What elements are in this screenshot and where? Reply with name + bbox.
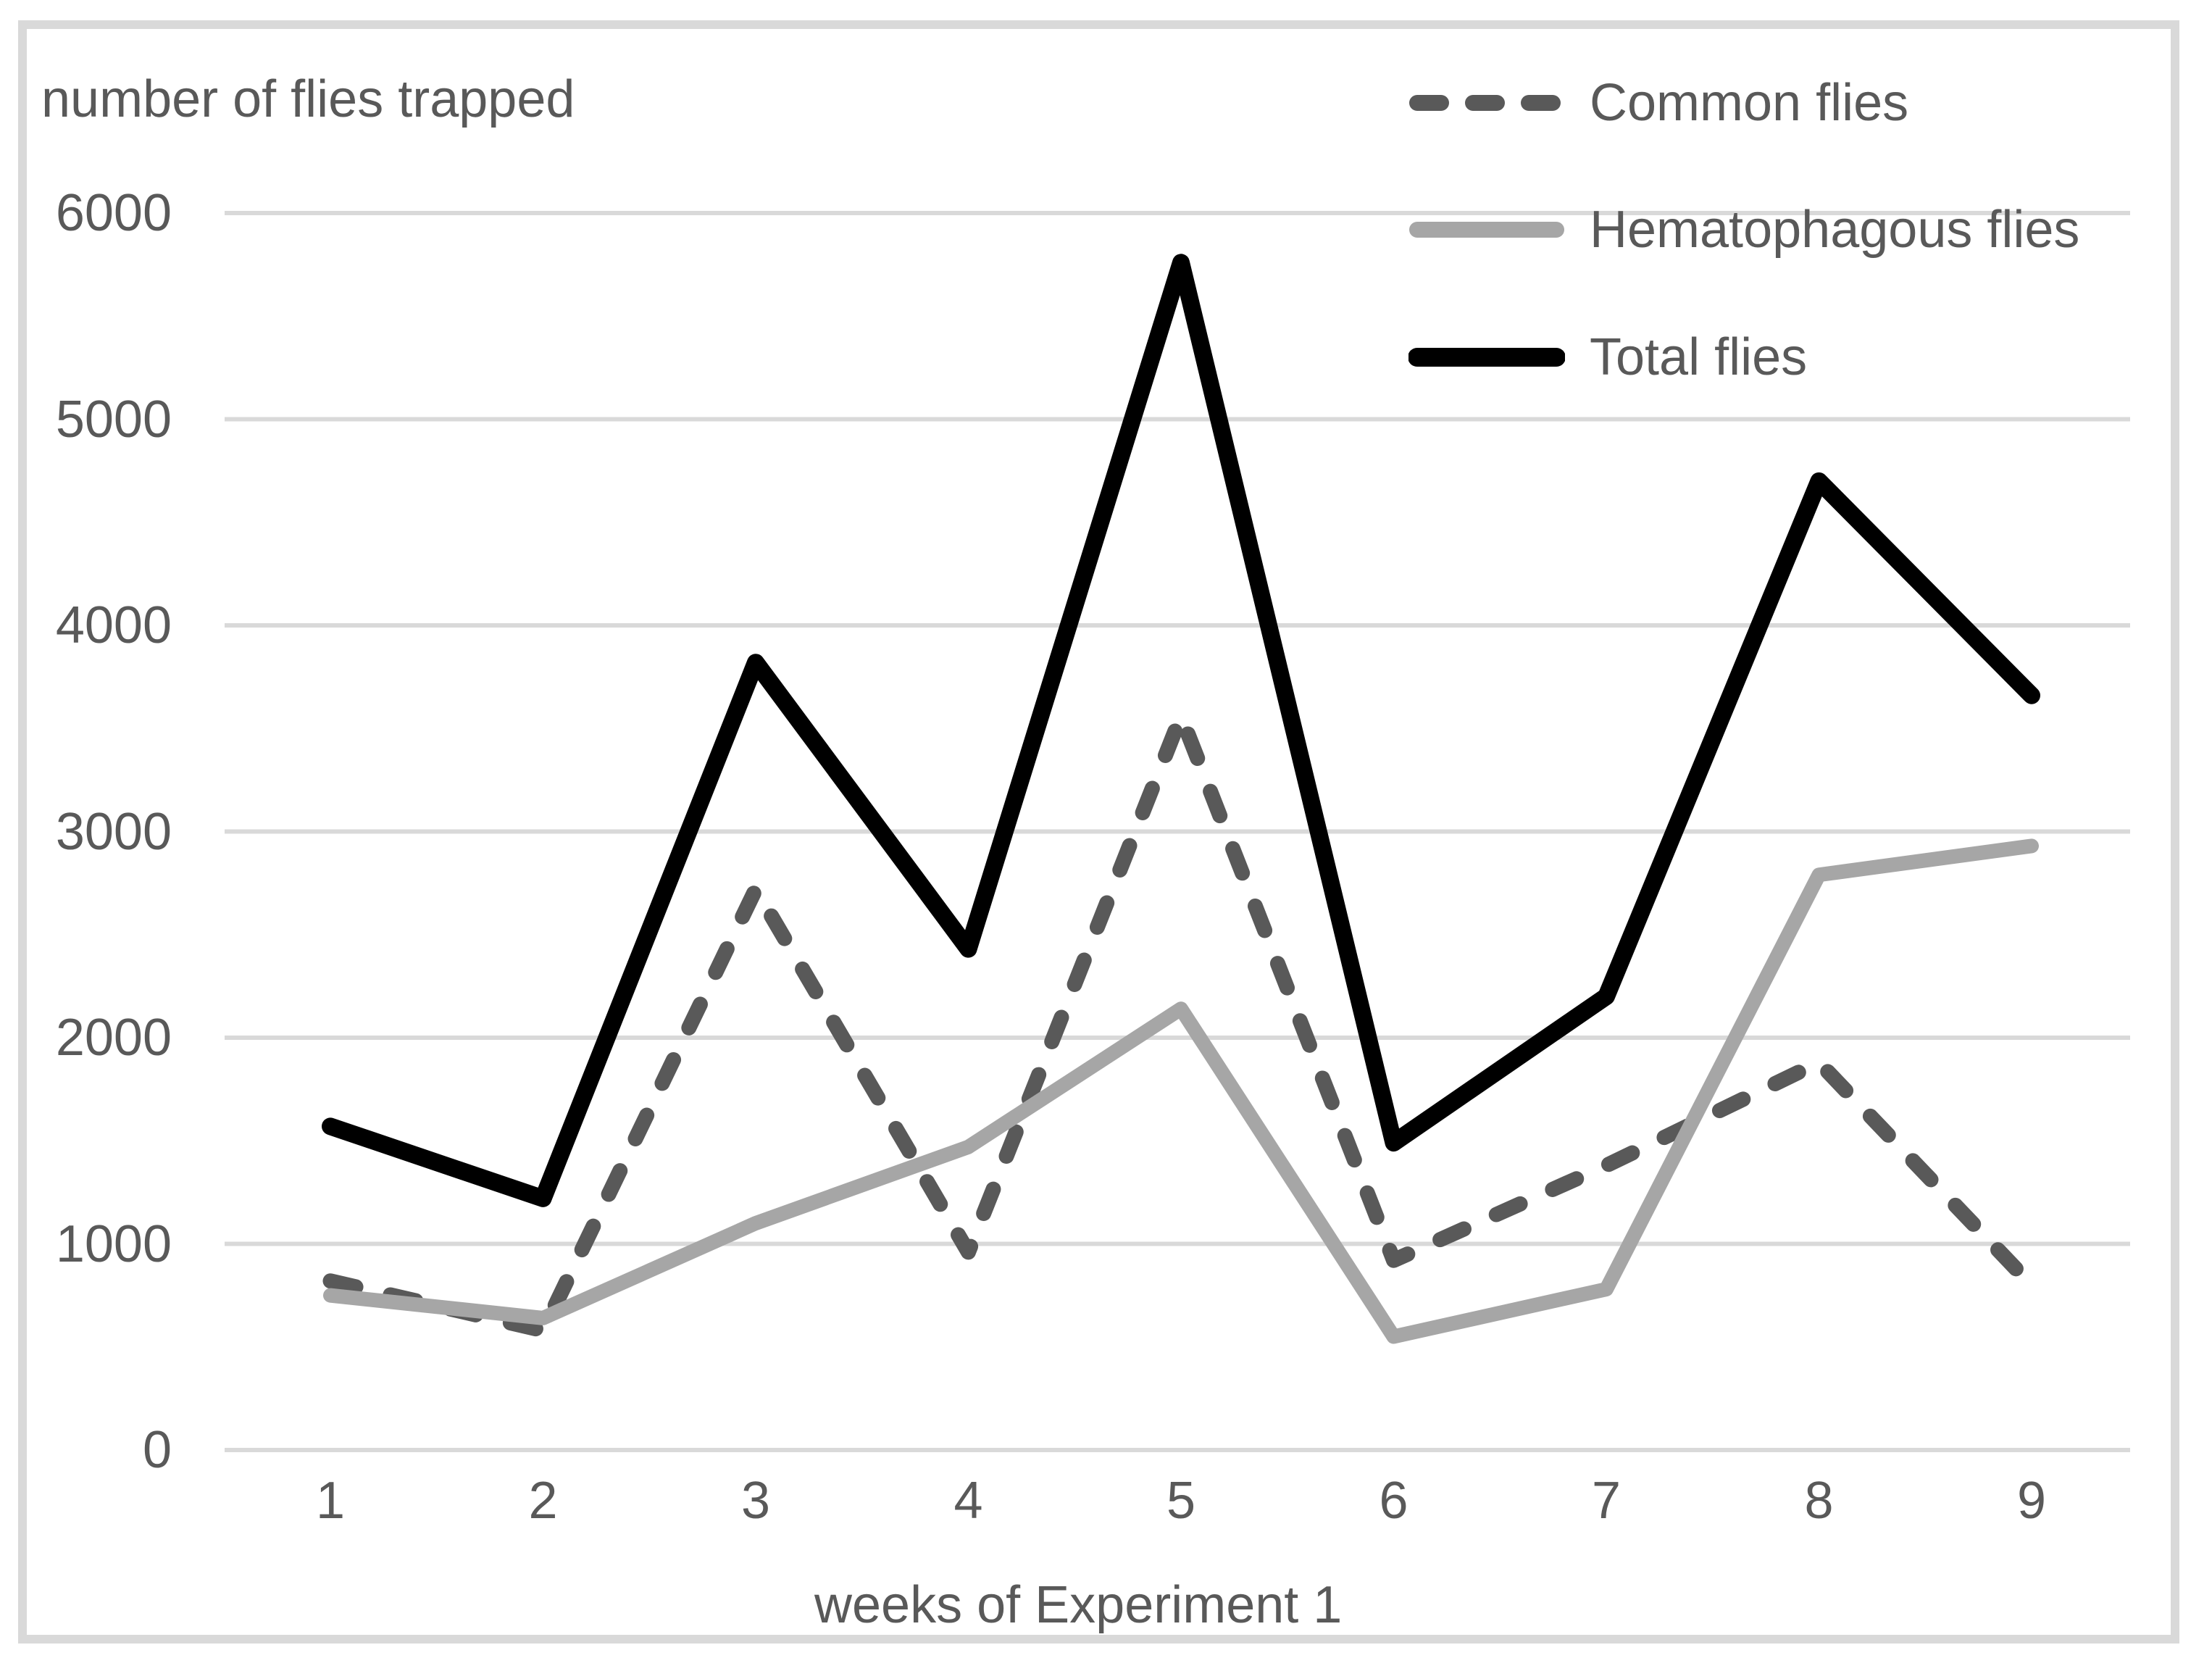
y-tick-label: 1000 xyxy=(55,1215,172,1273)
legend-label-hematophagous-flies: Hematophagous flies xyxy=(1590,201,2080,259)
x-tick-label: 1 xyxy=(315,1472,346,1530)
x-tick-label: 9 xyxy=(2016,1472,2047,1530)
x-tick-label: 4 xyxy=(953,1472,983,1530)
x-tick-label: 3 xyxy=(740,1472,771,1530)
x-tick-label: 7 xyxy=(1591,1472,1622,1530)
y-tick-label: 4000 xyxy=(55,596,172,654)
y-axis-title: number of flies trapped xyxy=(41,70,575,128)
legend-sample-common-flies-icon xyxy=(1409,95,1564,111)
legend-item-total-flies: Total flies xyxy=(1408,325,1807,390)
series-line-total-flies xyxy=(322,254,2040,1207)
legend-sample-total-flies-icon xyxy=(1408,348,1565,367)
legend-item-hematophagous-flies: Hematophagous flies xyxy=(1408,197,2079,262)
series-line-common-flies xyxy=(322,708,2040,1338)
series-line-hematophagous-flies xyxy=(323,838,2039,1344)
y-tick-label: 5000 xyxy=(55,390,172,449)
x-tick-label: 8 xyxy=(1804,1472,1834,1530)
y-tick-label: 3000 xyxy=(55,802,172,861)
series-lines-group xyxy=(322,254,2040,1344)
legend-sample-hematophagous-flies-icon xyxy=(1409,222,1564,238)
y-tick-label: 0 xyxy=(142,1421,172,1479)
x-axis-title: weeks of Experiment 1 xyxy=(814,1576,1343,1634)
legend-label-total-flies: Total flies xyxy=(1590,328,1808,386)
y-tick-label: 2000 xyxy=(55,1009,172,1067)
legend-item-common-flies: Common flies xyxy=(1408,70,1908,136)
x-tick-label: 5 xyxy=(1166,1472,1196,1530)
x-tick-label: 6 xyxy=(1379,1472,1408,1530)
legend-label-common-flies: Common flies xyxy=(1590,74,1909,132)
gridlines-group xyxy=(225,211,2130,1452)
x-tick-label: 2 xyxy=(528,1472,558,1530)
y-tick-label: 6000 xyxy=(55,184,172,242)
